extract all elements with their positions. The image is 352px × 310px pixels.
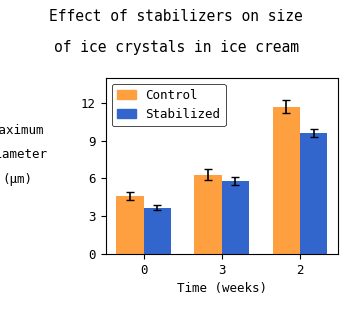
Bar xyxy=(222,181,249,254)
Bar xyxy=(144,207,171,254)
Bar xyxy=(194,175,222,254)
Bar xyxy=(272,107,300,254)
Bar xyxy=(300,133,327,254)
Legend: Control, Stabilized: Control, Stabilized xyxy=(112,84,226,126)
Text: of ice crystals in ice cream: of ice crystals in ice cream xyxy=(54,40,298,55)
X-axis label: Time (weeks): Time (weeks) xyxy=(177,282,267,295)
Text: Maximum: Maximum xyxy=(0,124,44,137)
Bar xyxy=(116,196,144,254)
Text: (μm): (μm) xyxy=(2,173,33,186)
Text: Diameter: Diameter xyxy=(0,148,48,162)
Text: Effect of stabilizers on size: Effect of stabilizers on size xyxy=(49,9,303,24)
